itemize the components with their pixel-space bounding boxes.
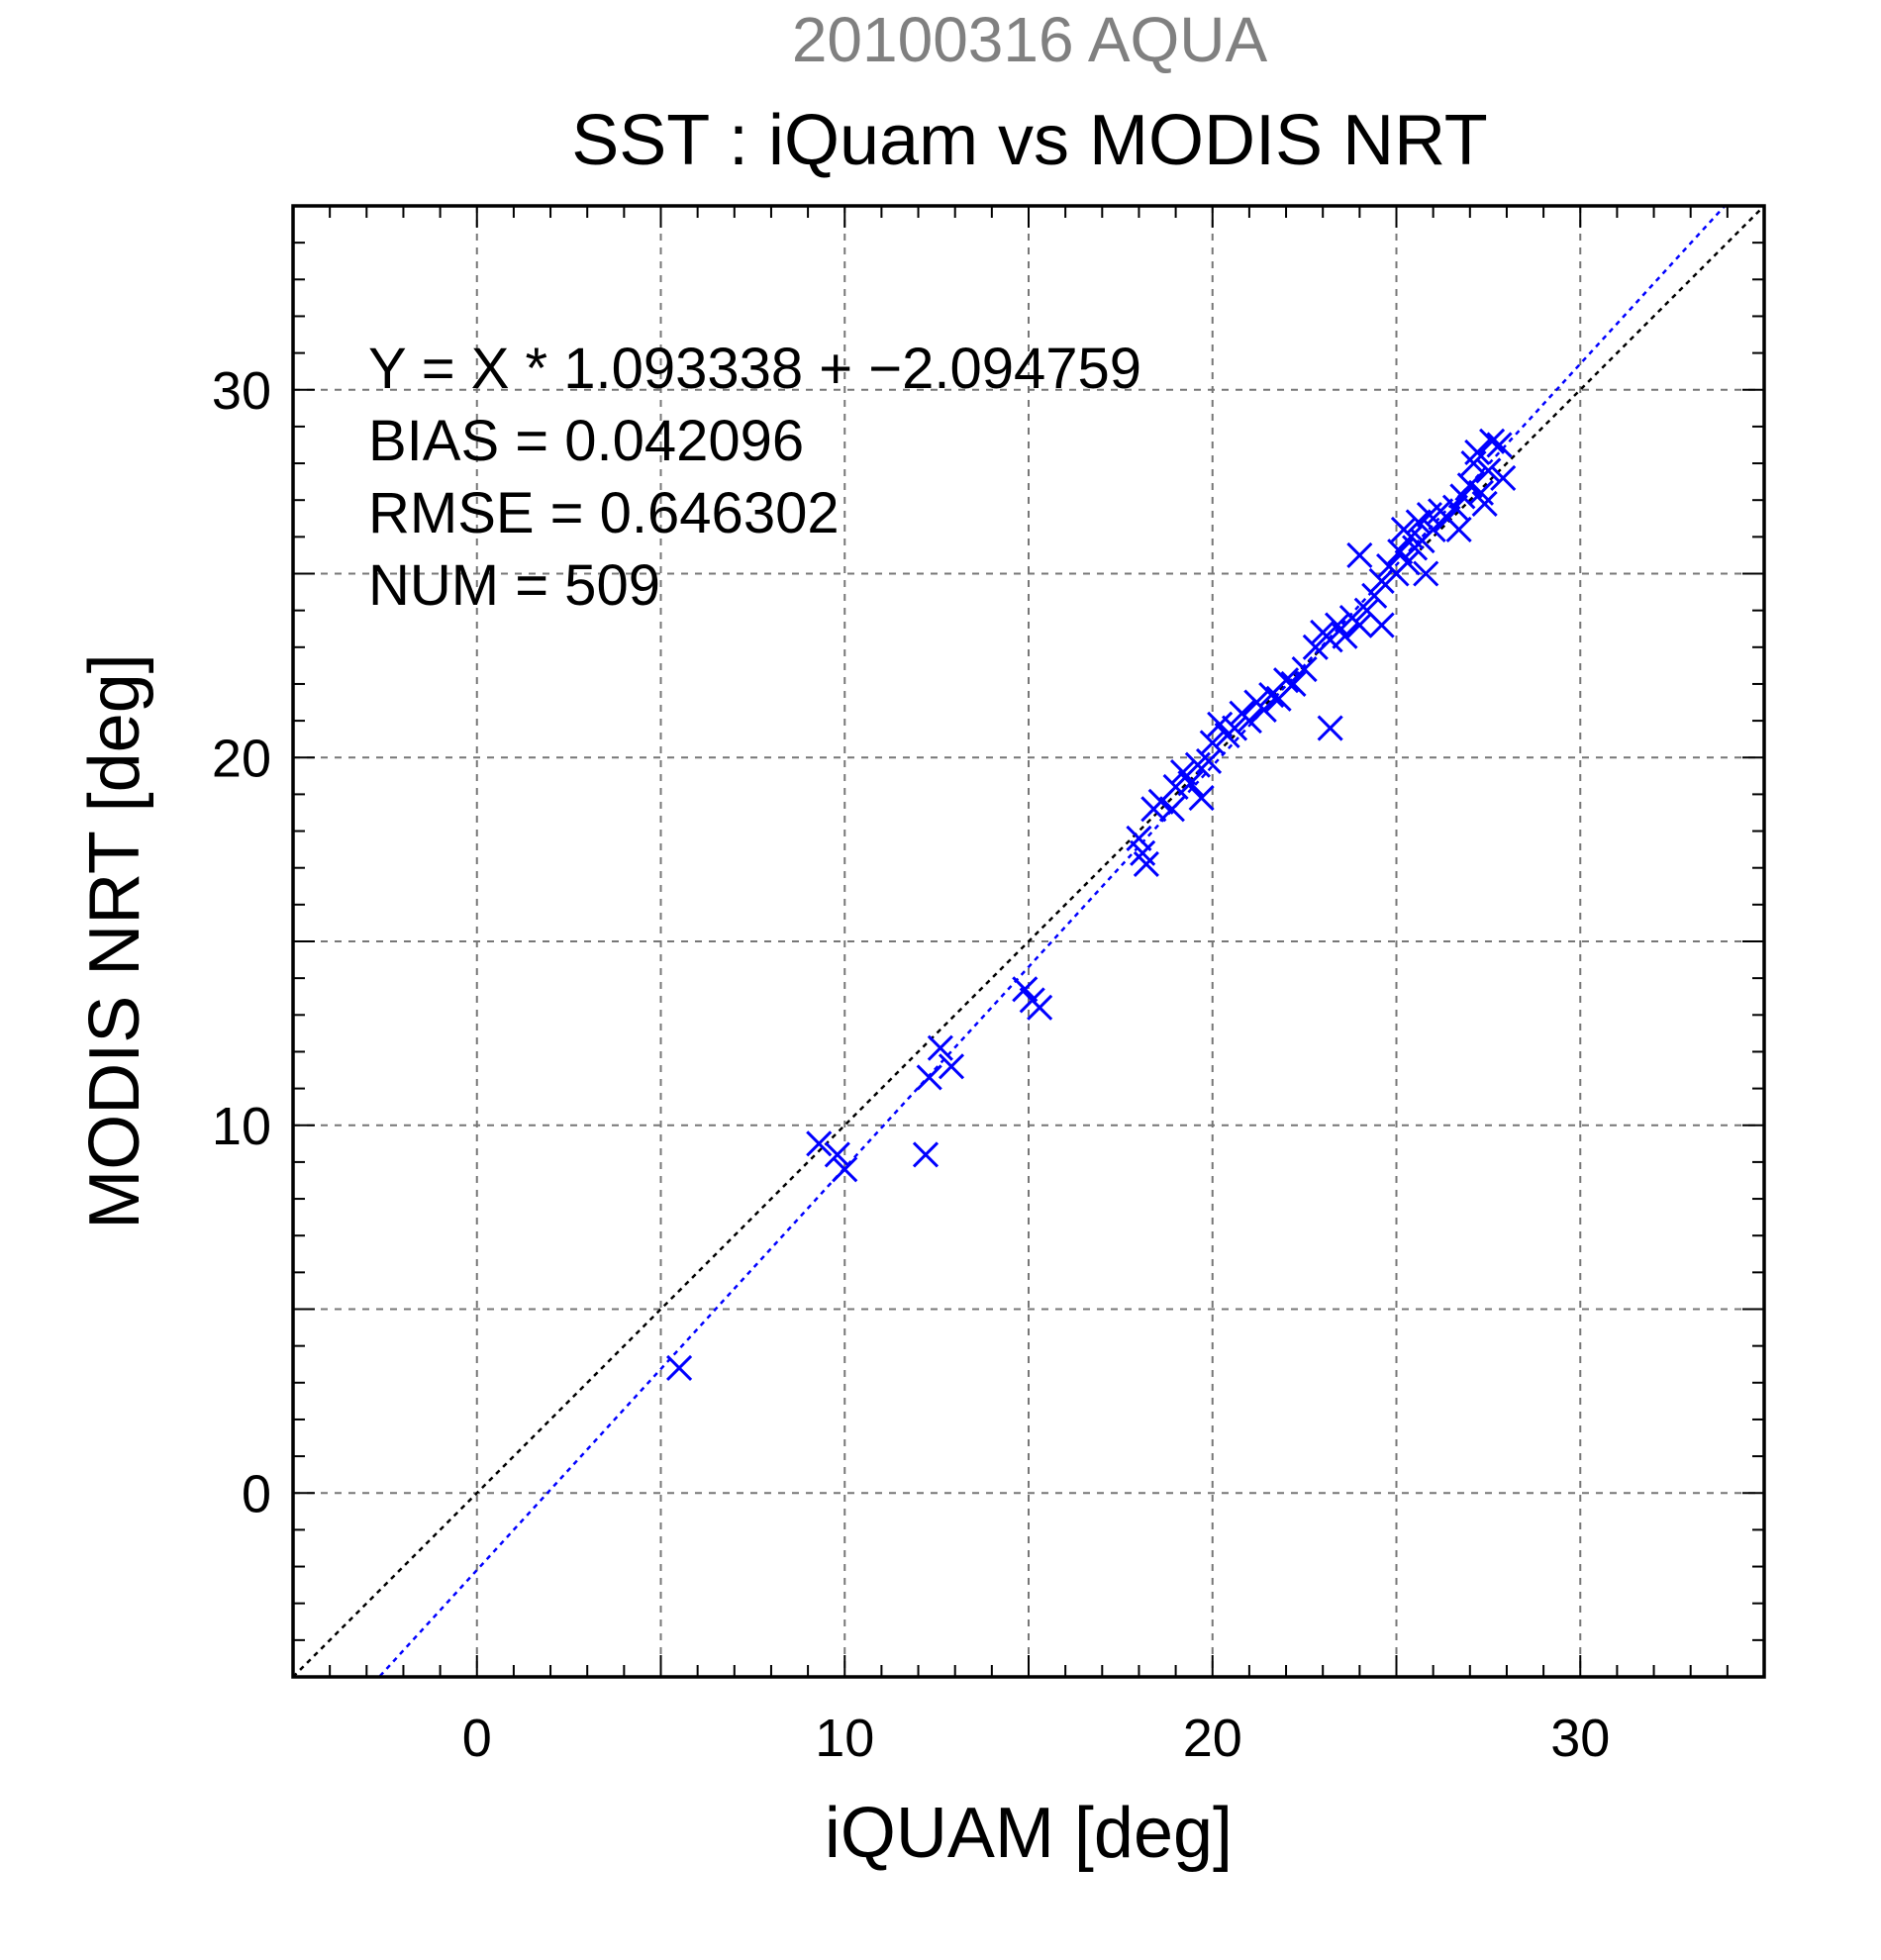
data-point [1027,994,1053,1021]
data-point [1413,560,1439,587]
y-axis-label: MODIS NRT [deg] [75,653,154,1229]
data-point [1486,432,1513,458]
y-tick-label: 30 [212,361,271,421]
data-point [1441,494,1469,521]
data-point [1162,773,1189,801]
data-point [1346,541,1373,568]
stats-line: Y = X * 1.093338 + −2.094759 [368,337,1141,401]
data-point [1368,612,1395,638]
data-point [1479,428,1506,454]
data-point [1188,785,1215,812]
data-point [1177,770,1204,797]
stats-line: RMSE = 0.646302 [368,481,840,545]
data-point [1236,708,1262,735]
data-point [1368,567,1395,594]
data-point [1420,516,1446,542]
y-tick-labels: 0 10 20 30 [212,361,271,1524]
data-point [1169,759,1197,786]
reference-lines [293,206,1764,1677]
x-tick-label: 10 [815,1709,874,1768]
data-point [1302,634,1329,660]
data-point [1280,670,1307,698]
data-point [1475,457,1502,484]
identity-line [293,206,1764,1677]
y-tick-label: 0 [242,1464,271,1523]
data-point [1133,850,1159,878]
data-point [1317,627,1343,653]
data-point [1221,715,1248,741]
chart-title: SST : iQuam vs MODIS NRT [571,101,1488,180]
x-tick-label: 30 [1550,1709,1610,1768]
data-points [666,428,1517,1382]
data-point [1394,549,1421,576]
x-axis-label: iQUAM [deg] [825,1794,1233,1873]
data-point [1490,464,1517,491]
stats-line: BIAS = 0.042096 [368,409,804,473]
y-tick-label: 10 [212,1097,271,1156]
data-point [1464,439,1491,465]
data-point [927,1034,953,1061]
data-point [1291,656,1318,683]
minor-ticks [293,206,1764,1677]
data-point [912,1141,940,1168]
x-tick-label: 0 [462,1709,492,1768]
data-point [1332,623,1358,649]
y-tick-label: 20 [212,729,271,788]
data-point [1324,612,1351,638]
data-point [832,1156,858,1183]
data-point [1387,539,1414,565]
plot-frame [291,204,1766,1679]
data-point [824,1141,850,1168]
data-point [1361,582,1388,609]
regression-line [377,206,1727,1677]
x-tick-label: 20 [1183,1709,1242,1768]
data-point [1207,711,1234,737]
data-point [1158,796,1185,823]
data-point [1445,516,1472,542]
data-point [666,1354,693,1382]
data-point [1199,730,1226,756]
data-point [1346,612,1373,638]
data-point [1317,715,1343,741]
data-point [1272,667,1300,694]
data-point [1250,696,1277,724]
data-point [1126,825,1152,852]
data-point [916,1064,942,1091]
data-point [1456,472,1483,499]
stats-block: Y = X * 1.093338 + −2.094759 BIAS = 0.042… [368,337,1141,618]
stats-line: NUM = 509 [368,553,660,618]
data-point [806,1130,833,1157]
data-point [1471,490,1498,517]
chart-subtitle: 20100316 AQUA [792,4,1268,75]
data-point [938,1053,965,1080]
data-point [1012,976,1039,1003]
x-tick-labels: 0 10 20 30 [462,1709,1611,1768]
